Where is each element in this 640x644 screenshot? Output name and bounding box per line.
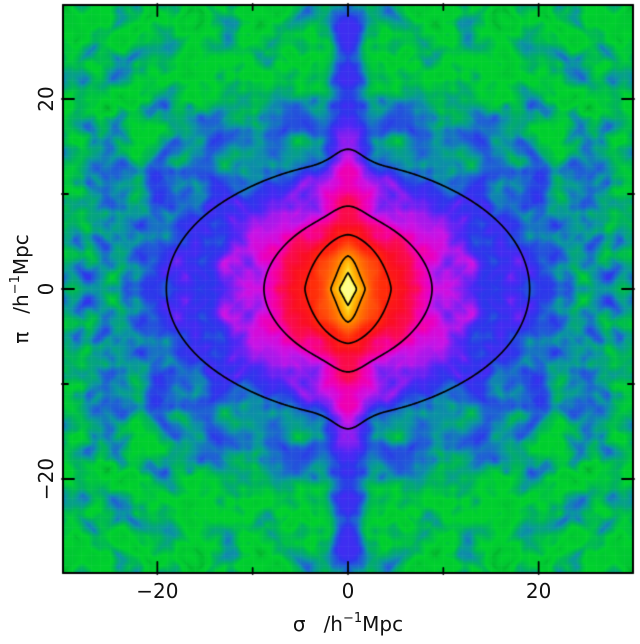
x-axis-title: σ/h−1Mpc: [292, 611, 404, 636]
y-axis-title: π/h−1Mpc: [8, 234, 33, 344]
x-unit-prefix: /h: [323, 612, 343, 636]
x-tick-label: 20: [525, 579, 552, 603]
x-tick-label: −20: [136, 579, 179, 603]
y-tick-label: −20: [34, 457, 58, 501]
y-tick-label: 20: [34, 86, 58, 112]
y-tick-label: 0: [34, 282, 58, 296]
x-unit: Mpc: [362, 612, 404, 636]
x-tick-label: 0: [341, 579, 355, 603]
y-unit: Mpc: [9, 234, 33, 276]
y-unit-exponent: −1: [8, 275, 24, 295]
pi-symbol: π: [9, 331, 33, 344]
sigma-symbol: σ: [292, 612, 306, 636]
x-unit-exponent: −1: [342, 611, 363, 627]
y-unit-prefix: /h: [9, 294, 33, 314]
